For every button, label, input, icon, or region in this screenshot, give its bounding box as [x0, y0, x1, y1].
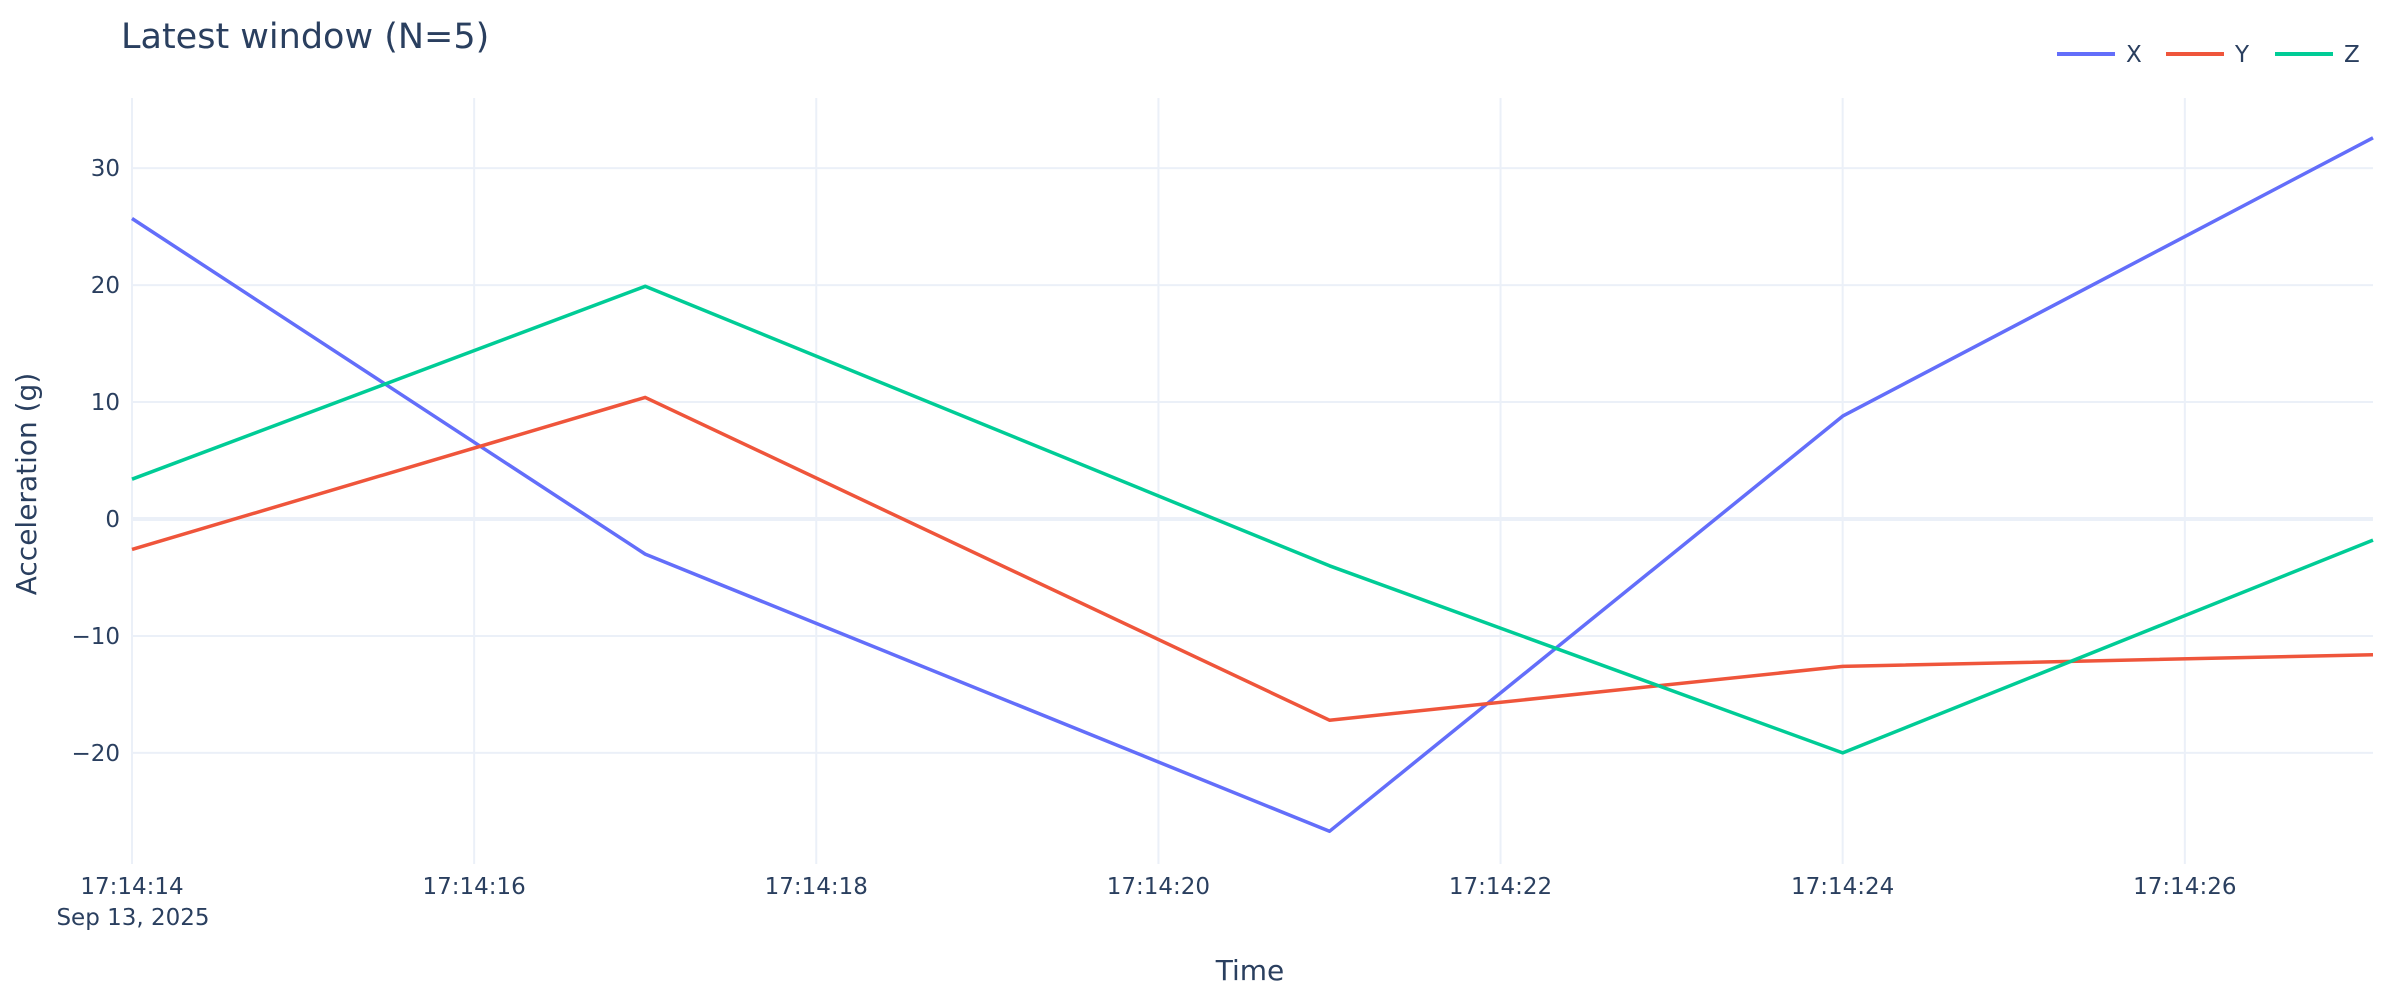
- series-line-y: [132, 397, 2373, 720]
- x-tick-label: 17:14:18: [765, 874, 868, 900]
- legend-label-x: X: [2126, 42, 2142, 68]
- y-tick-label: 10: [91, 390, 120, 416]
- legend-label-y: Y: [2234, 42, 2250, 68]
- legend-item-z[interactable]: Z: [2275, 42, 2360, 68]
- x-axis-date-label: Sep 13, 2025: [56, 905, 209, 931]
- x-axis-ticks: 17:14:14 17:14:16 17:14:18 17:14:20 17:14:22…: [80, 874, 2236, 900]
- y-tick-label: −20: [71, 741, 120, 767]
- chart-title: Latest window (N=5): [121, 17, 489, 57]
- series-lines: [132, 138, 2373, 832]
- y-tick-label: −10: [71, 624, 120, 650]
- x-tick-label: 17:14:20: [1107, 874, 1210, 900]
- series-line-x: [132, 138, 2373, 832]
- x-tick-label: 17:14:26: [2133, 874, 2236, 900]
- y-tick-label: 30: [91, 156, 120, 182]
- legend-label-z: Z: [2344, 42, 2360, 68]
- legend-item-x[interactable]: X: [2057, 42, 2142, 68]
- x-tick-label: 17:14:14: [80, 874, 183, 900]
- x-tick-label: 17:14:22: [1449, 874, 1552, 900]
- x-tick-label: 17:14:24: [1791, 874, 1894, 900]
- y-tick-label: 0: [105, 507, 120, 533]
- y-tick-label: 20: [91, 273, 120, 299]
- x-tick-label: 17:14:16: [422, 874, 525, 900]
- y-axis-ticks: 30 20 10 0 −10 −20: [71, 156, 120, 767]
- x-axis-title: Time: [1215, 954, 1285, 987]
- grid: [132, 98, 2373, 864]
- y-axis-title: Acceleration (g): [10, 373, 43, 596]
- legend[interactable]: X Y Z: [2057, 42, 2360, 68]
- legend-item-y[interactable]: Y: [2166, 42, 2250, 68]
